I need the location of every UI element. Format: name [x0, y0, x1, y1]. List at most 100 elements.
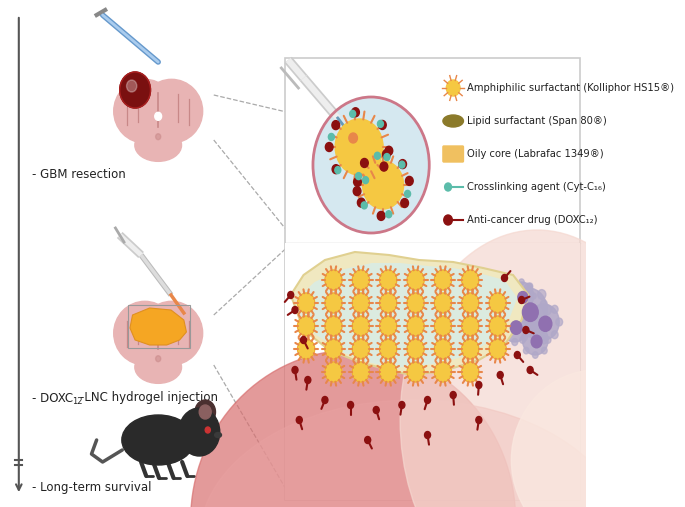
Circle shape: [511, 321, 519, 331]
FancyBboxPatch shape: [285, 58, 580, 500]
Circle shape: [401, 199, 408, 207]
Circle shape: [297, 339, 314, 359]
Circle shape: [447, 80, 460, 96]
Ellipse shape: [190, 350, 516, 507]
Circle shape: [434, 270, 451, 290]
Circle shape: [305, 377, 311, 383]
Circle shape: [325, 339, 342, 359]
Circle shape: [445, 183, 451, 191]
Ellipse shape: [199, 400, 627, 507]
Circle shape: [407, 339, 424, 359]
Circle shape: [551, 305, 558, 313]
Circle shape: [292, 367, 298, 374]
Circle shape: [379, 293, 397, 313]
Circle shape: [510, 303, 516, 309]
Circle shape: [406, 176, 413, 186]
Circle shape: [514, 351, 521, 358]
Circle shape: [523, 325, 548, 355]
Circle shape: [462, 270, 479, 290]
Polygon shape: [297, 263, 517, 368]
Circle shape: [179, 408, 220, 456]
Circle shape: [520, 337, 525, 343]
Circle shape: [540, 300, 547, 308]
Circle shape: [425, 396, 431, 404]
Circle shape: [379, 316, 397, 336]
Circle shape: [510, 283, 516, 289]
Circle shape: [292, 307, 298, 313]
Circle shape: [498, 322, 504, 330]
Circle shape: [538, 289, 546, 299]
Ellipse shape: [511, 370, 682, 507]
Circle shape: [539, 316, 552, 332]
Circle shape: [434, 316, 451, 336]
Circle shape: [349, 111, 356, 117]
Circle shape: [385, 147, 393, 155]
Circle shape: [120, 72, 151, 108]
Circle shape: [386, 211, 392, 218]
Circle shape: [501, 274, 508, 281]
Text: 12: 12: [72, 396, 82, 406]
Circle shape: [510, 282, 534, 310]
Circle shape: [528, 304, 559, 340]
Circle shape: [332, 121, 340, 130]
Circle shape: [375, 152, 380, 159]
Circle shape: [353, 187, 361, 196]
Circle shape: [353, 177, 362, 187]
Circle shape: [407, 316, 424, 336]
Circle shape: [510, 288, 547, 332]
Text: - DOXC: - DOXC: [32, 391, 73, 405]
Circle shape: [155, 112, 162, 120]
Circle shape: [313, 97, 429, 233]
Circle shape: [531, 335, 542, 348]
Circle shape: [351, 108, 360, 117]
Circle shape: [352, 316, 369, 336]
Circle shape: [523, 326, 529, 333]
Circle shape: [527, 367, 533, 374]
Circle shape: [195, 400, 216, 424]
Circle shape: [377, 120, 384, 127]
Circle shape: [518, 292, 528, 303]
Text: Anti-cancer drug (DOXC₁₂): Anti-cancer drug (DOXC₁₂): [467, 215, 597, 225]
Circle shape: [127, 80, 137, 92]
Text: Lipid surfactant (Span 80®): Lipid surfactant (Span 80®): [467, 116, 607, 126]
Text: -LNC hydrogel injection: -LNC hydrogel injection: [79, 391, 218, 405]
Circle shape: [527, 283, 533, 289]
Circle shape: [497, 372, 503, 379]
Circle shape: [399, 160, 406, 169]
Ellipse shape: [140, 79, 203, 143]
Circle shape: [538, 321, 546, 331]
Circle shape: [523, 347, 529, 354]
Circle shape: [519, 307, 524, 313]
Circle shape: [373, 407, 379, 414]
Ellipse shape: [135, 351, 182, 383]
Ellipse shape: [146, 307, 171, 359]
Circle shape: [519, 297, 525, 304]
Circle shape: [155, 334, 162, 342]
Circle shape: [377, 211, 385, 221]
Ellipse shape: [114, 79, 176, 143]
Circle shape: [328, 133, 334, 140]
Circle shape: [542, 326, 547, 333]
Circle shape: [542, 347, 547, 354]
Circle shape: [335, 119, 383, 175]
Circle shape: [511, 289, 519, 299]
Circle shape: [325, 142, 333, 152]
Circle shape: [425, 431, 431, 439]
Ellipse shape: [135, 129, 182, 161]
Circle shape: [434, 293, 451, 313]
Circle shape: [489, 316, 506, 336]
Circle shape: [199, 405, 211, 419]
Circle shape: [523, 303, 538, 321]
Circle shape: [379, 121, 386, 129]
Circle shape: [379, 362, 397, 382]
Circle shape: [556, 318, 562, 326]
Circle shape: [512, 339, 518, 345]
Circle shape: [405, 190, 410, 197]
Circle shape: [530, 305, 536, 313]
Circle shape: [462, 362, 479, 382]
Circle shape: [462, 293, 479, 313]
Ellipse shape: [214, 432, 221, 438]
Circle shape: [155, 134, 161, 140]
Circle shape: [155, 356, 161, 361]
Circle shape: [325, 316, 342, 336]
